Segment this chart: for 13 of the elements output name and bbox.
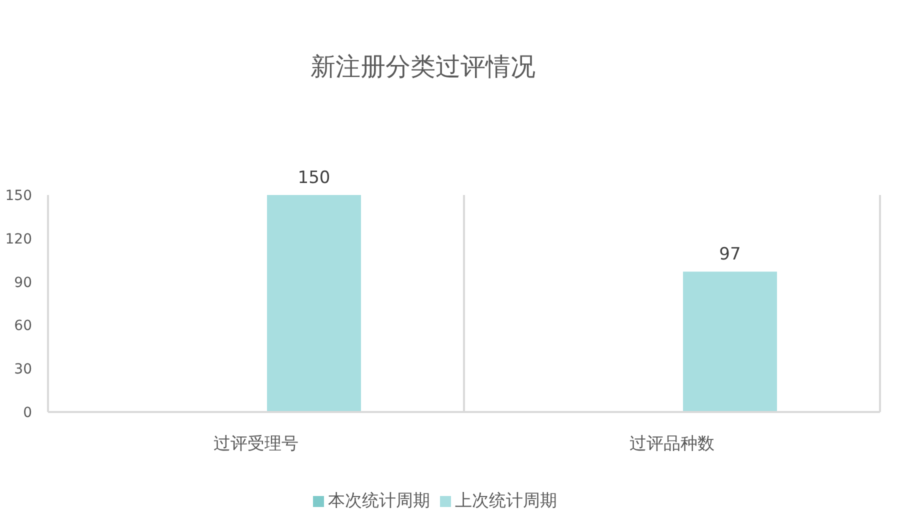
y-tick-label: 0 <box>23 404 32 421</box>
y-tick-label: 30 <box>14 362 32 378</box>
data-label: 97 <box>719 244 741 265</box>
y-tick-label: 90 <box>14 274 32 291</box>
data-label: 150 <box>298 168 330 188</box>
y-tick-label: 150 <box>5 188 32 204</box>
legend-label: 本次统计周期 <box>328 491 430 511</box>
x-tick-label: 过评受理号 <box>214 434 298 454</box>
chart-title: 新注册分类过评情况 <box>310 51 536 83</box>
y-tick-label: 60 <box>14 318 32 334</box>
legend-label: 上次统计周期 <box>455 491 557 511</box>
x-tick-label: 过评品种数 <box>630 434 714 454</box>
y-tick-label: 120 <box>5 231 32 248</box>
